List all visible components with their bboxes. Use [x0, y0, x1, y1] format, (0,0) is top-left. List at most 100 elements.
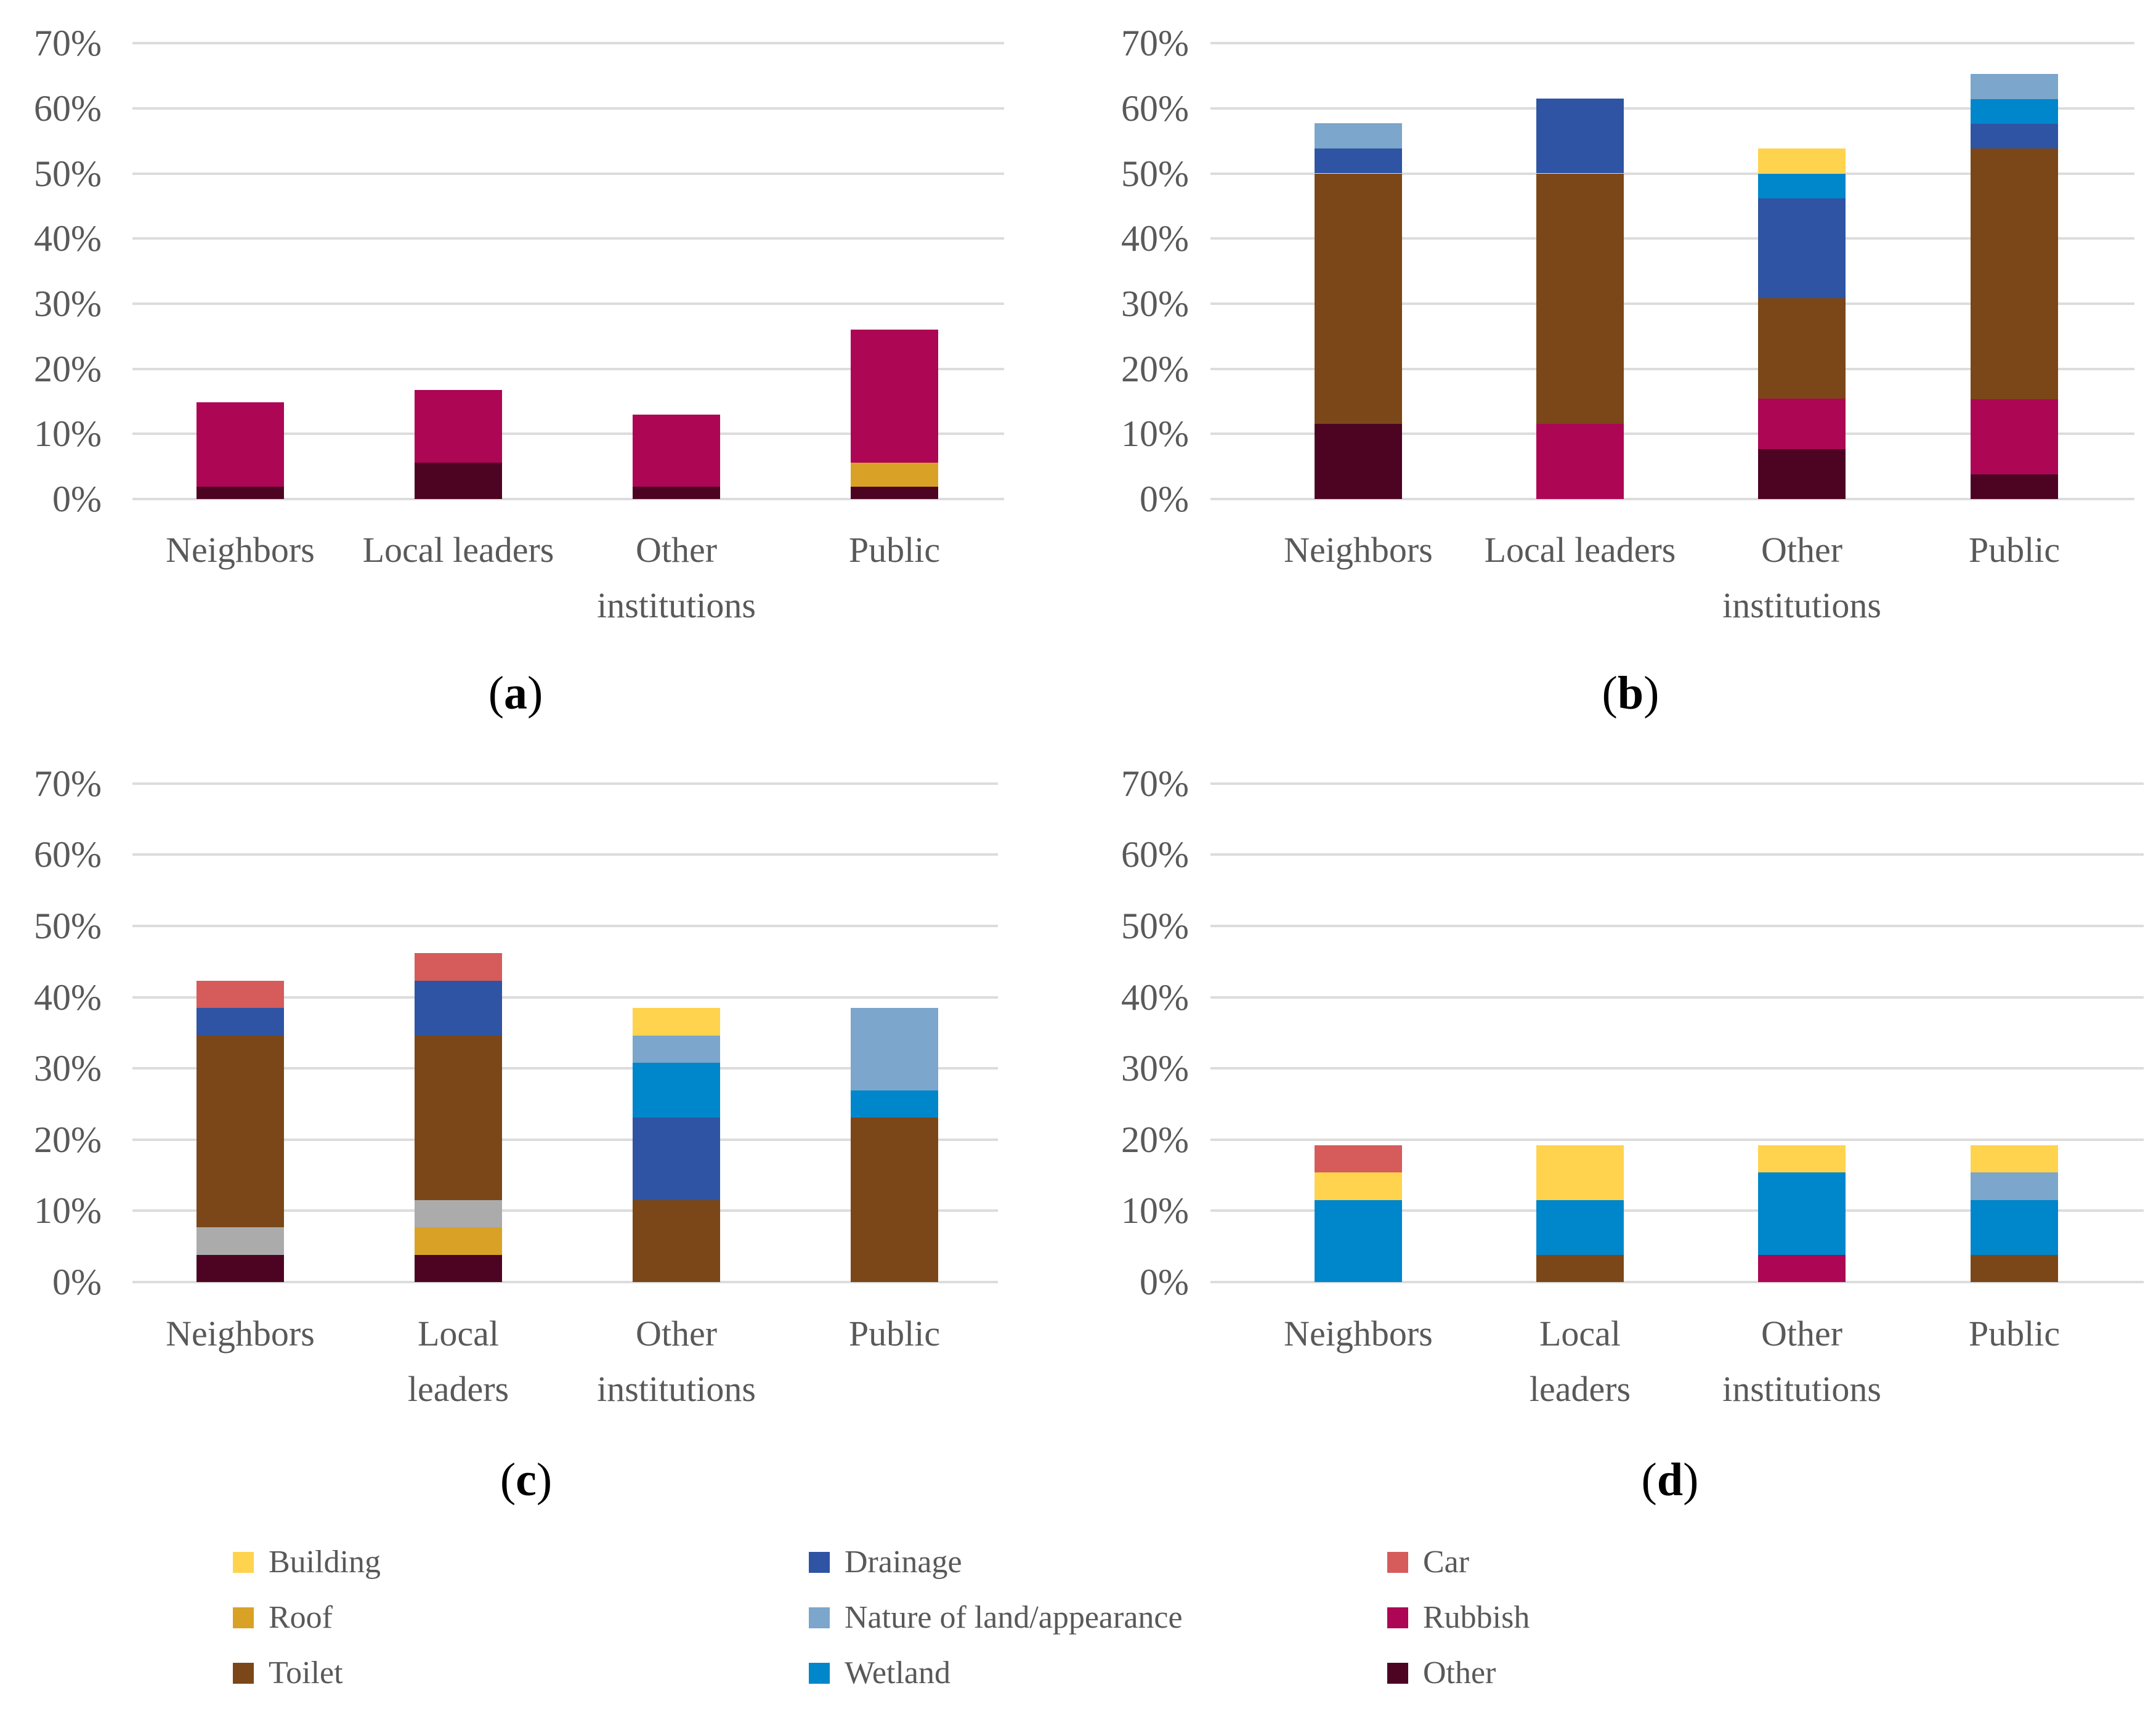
legend-swatch-wetland [809, 1663, 830, 1684]
bar-segment-local-leaders-building [1536, 1145, 1624, 1201]
category-label-other-institutions: Other institutions [1722, 530, 1881, 625]
legend-swatch-drainage [809, 1552, 830, 1573]
y-axis-tick-label: 0% [1140, 479, 1189, 519]
y-axis-tick-label: 0% [52, 479, 102, 519]
y-axis-tick-label: 20% [34, 1119, 102, 1160]
y-axis-tick-label: 10% [1121, 1190, 1189, 1232]
bar-segment-local-leaders-car [415, 952, 502, 981]
bar-segment-neighbors-building [1315, 1172, 1402, 1201]
bar-segment-local-leaders-other [415, 1255, 502, 1282]
legend-swatch-other [1387, 1663, 1408, 1684]
gridline-50pct [1210, 172, 2134, 175]
gridline-20pct [132, 367, 1004, 370]
bar-segment-other-institutions-building [633, 1007, 720, 1036]
bar-segment-other-institutions-rubbish [1758, 399, 1846, 449]
legend-swatch-rubbish [1387, 1607, 1408, 1628]
category-label-neighbors: Neighbors [166, 1313, 315, 1354]
subplot-caption-letter-b: b [1617, 667, 1644, 719]
gridline-40pct [132, 996, 998, 999]
y-axis-tick-label: 10% [1121, 413, 1189, 455]
y-axis-tick-label: 10% [34, 1190, 102, 1232]
gridline-0pct [132, 498, 1004, 500]
bar-segment-neighbors-car [1315, 1145, 1402, 1172]
legend-item-drainage: Drainage [809, 1545, 962, 1580]
y-axis-tick-label: 0% [52, 1262, 102, 1302]
y-axis-tick-label: 50% [1121, 906, 1189, 946]
bar-segment-other-institutions-toilet [633, 1200, 720, 1282]
y-axis-tick-label: 20% [1121, 1119, 1189, 1160]
gridline-40pct [1210, 237, 2134, 240]
bar-segment-public-other [1971, 474, 2058, 499]
gridline-30pct [132, 302, 1004, 305]
gridline-70pct [1210, 782, 2144, 785]
legend-swatch-car [1387, 1552, 1408, 1573]
bar-segment-local-leaders-unlabeled-gray [415, 1200, 502, 1227]
subplot-caption-letter-d: d [1656, 1454, 1684, 1506]
category-label-other-institutions: Other institutions [1722, 1313, 1881, 1409]
bar-segment-public-toilet [1971, 1255, 2058, 1282]
bar-segment-neighbors-unlabeled-gray [197, 1227, 284, 1256]
bar-segment-other-institutions-drainage [1758, 198, 1846, 299]
y-axis-tick-label: 40% [1121, 976, 1189, 1018]
bar-segment-public-wetland [1971, 1200, 2058, 1256]
legend-label-rubbish: Rubbish [1423, 1600, 1530, 1635]
bar-segment-other-institutions-building [1758, 1145, 1846, 1172]
bar-segment-public-rubbish [1971, 399, 2058, 474]
bar-segment-other-institutions-wetland [1758, 173, 1846, 198]
gridline-40pct [1210, 996, 2144, 999]
category-label-public: Public [1968, 1313, 2061, 1354]
legend-label-other: Other [1423, 1655, 1496, 1691]
gridline-10pct [132, 432, 1004, 436]
bar-segment-other-institutions-nature-of-land-appearance [633, 1036, 720, 1063]
gridline-50pct [132, 925, 998, 927]
gridline-0pct [1210, 498, 2134, 500]
y-axis-tick-label: 50% [34, 906, 102, 946]
y-axis-tick-label: 70% [34, 23, 102, 64]
bar-segment-local-leaders-toilet [415, 1036, 502, 1201]
y-axis-tick-label: 70% [1121, 763, 1189, 804]
gridline-0pct [1210, 1281, 2144, 1283]
y-axis-tick-label: 30% [34, 283, 102, 324]
gridline-0pct [132, 1281, 998, 1283]
bar-segment-public-nature-of-land-appearance [851, 1007, 938, 1091]
category-label-public: Public [1968, 530, 2061, 570]
subplot-caption-letter-a: a [504, 667, 527, 719]
y-axis-tick-label: 20% [1121, 348, 1189, 389]
y-axis-tick-label: 20% [34, 348, 102, 389]
bar-segment-local-leaders-rubbish [415, 390, 502, 463]
gridline-60pct [132, 107, 1004, 110]
legend-swatch-toilet [233, 1663, 254, 1684]
bar-segment-other-institutions-drainage [633, 1117, 720, 1201]
gridline-70pct [132, 782, 998, 785]
bar-segment-other-institutions-other [633, 486, 720, 499]
bar-segment-public-toilet [851, 1117, 938, 1282]
y-axis-tick-label: 50% [1121, 153, 1189, 194]
gridline-70pct [1210, 42, 2134, 45]
y-axis-tick-label: 60% [1121, 834, 1189, 875]
bar-segment-neighbors-other [197, 486, 284, 499]
subplot-caption-letter-c: c [516, 1454, 537, 1506]
y-axis-tick-label: 40% [34, 976, 102, 1018]
category-label-public: Public [848, 1313, 941, 1354]
y-axis-tick-label: 30% [1121, 283, 1189, 324]
category-label-local-leaders: Local leaders [362, 530, 554, 570]
subplot-caption-b: (b) [1602, 667, 1660, 719]
bar-segment-other-institutions-rubbish [633, 414, 720, 487]
subplot-caption-a: (a) [488, 667, 543, 719]
y-axis-tick-label: 60% [34, 87, 102, 129]
bar-segment-public-roof [851, 462, 938, 487]
category-label-public: Public [848, 530, 941, 570]
bar-segment-neighbors-toilet [197, 1036, 284, 1227]
legend-item-roof: Roof [233, 1601, 333, 1635]
bar-segment-public-drainage [1971, 124, 2058, 149]
bar-segment-local-leaders-toilet [1536, 1255, 1624, 1282]
bar-segment-neighbors-nature-of-land-appearance [1315, 123, 1402, 149]
gridline-50pct [132, 172, 1004, 175]
bar-segment-public-other [851, 486, 938, 499]
bar-segment-neighbors-wetland [1315, 1200, 1402, 1282]
bar-segment-other-institutions-building [1758, 148, 1846, 174]
legend-item-toilet: Toilet [233, 1656, 343, 1691]
